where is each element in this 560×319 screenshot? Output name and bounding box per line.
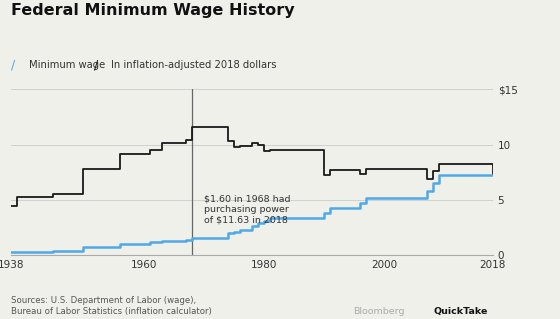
Text: Minimum wage: Minimum wage: [29, 60, 105, 70]
Text: Federal Minimum Wage History: Federal Minimum Wage History: [11, 3, 295, 18]
Text: In inflation-adjusted 2018 dollars: In inflation-adjusted 2018 dollars: [111, 60, 277, 70]
Text: /: /: [94, 59, 98, 72]
Text: Bloomberg: Bloomberg: [353, 307, 404, 316]
Text: Sources: U.S. Department of Labor (wage),
Bureau of Labor Statistics (inflation : Sources: U.S. Department of Labor (wage)…: [11, 296, 212, 316]
Text: QuickTake: QuickTake: [434, 307, 488, 316]
Text: /: /: [11, 59, 16, 72]
Text: $1.60 in 1968 had
purchasing power
of $11.63 in 2018: $1.60 in 1968 had purchasing power of $1…: [204, 194, 290, 224]
